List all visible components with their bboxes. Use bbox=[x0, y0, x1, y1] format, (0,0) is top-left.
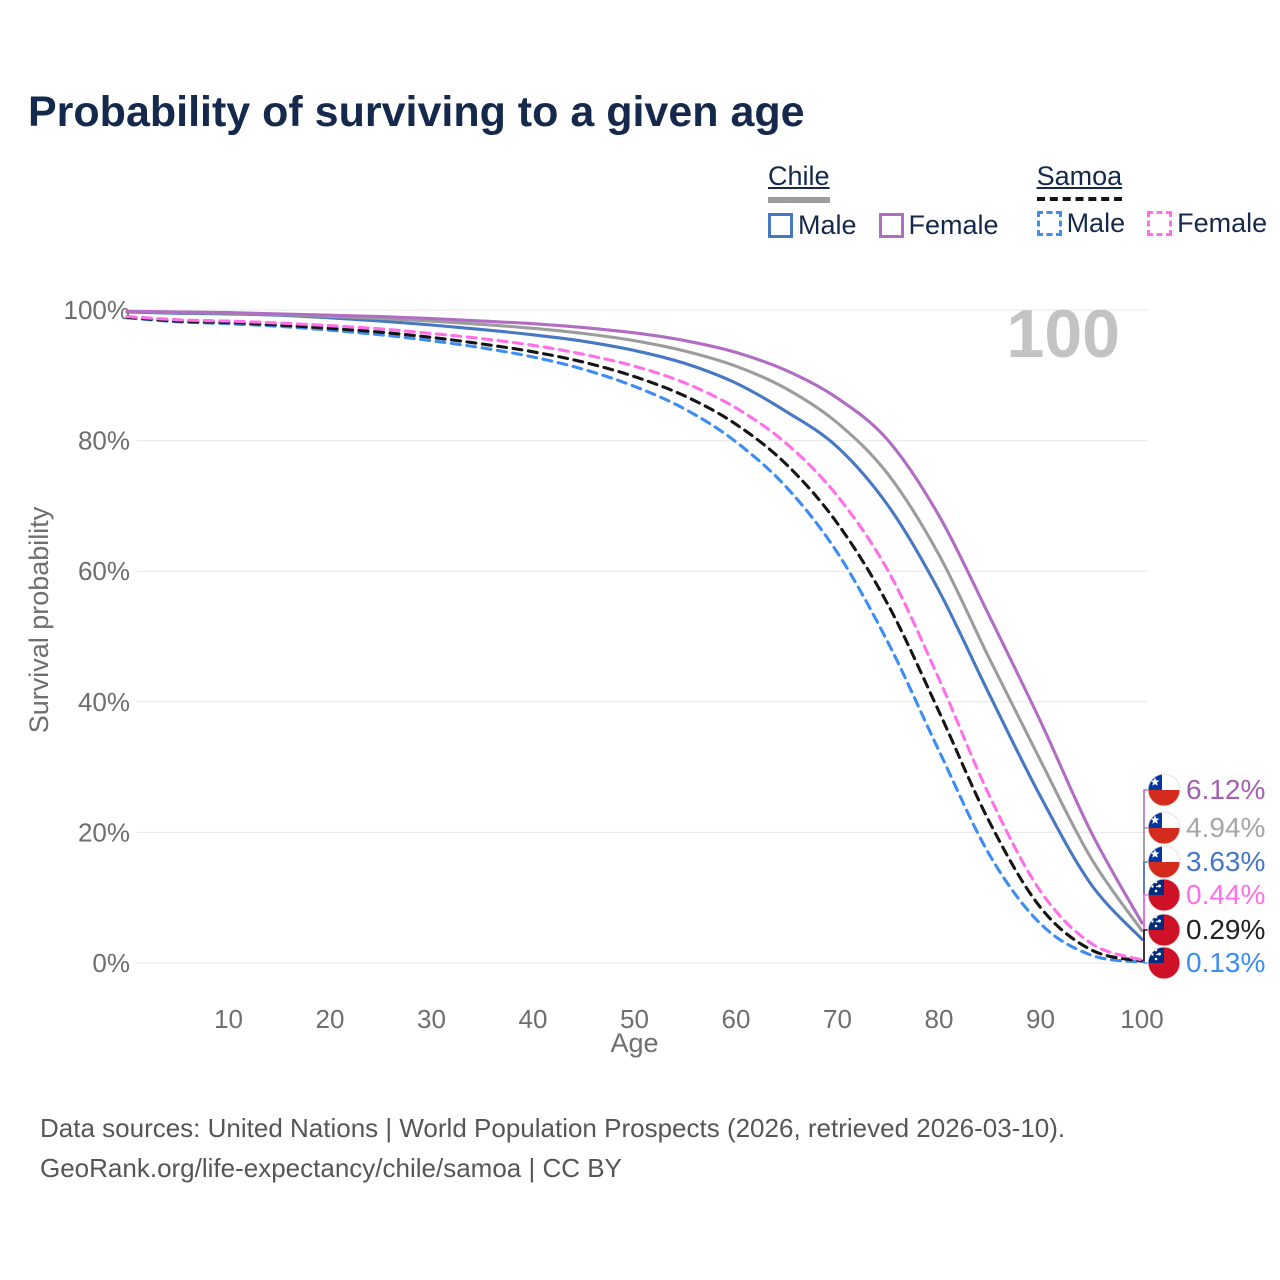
legend-item-label: Female bbox=[908, 210, 999, 240]
curve-samoa-all[interactable] bbox=[125, 315, 1144, 963]
end-connector-chile-male bbox=[1142, 861, 1148, 941]
x-tick-label-10: 10 bbox=[214, 1004, 243, 1034]
y-tick-label-60: 60% bbox=[78, 556, 130, 586]
legend: Chile Male Female Samoa Male bbox=[768, 161, 1267, 241]
end-value-label-chile-all: 4.94% bbox=[1186, 812, 1265, 843]
y-tick-label-40: 40% bbox=[78, 687, 130, 717]
footer: Data sources: United Nations | World Pop… bbox=[40, 1108, 1065, 1188]
x-tick-label-90: 90 bbox=[1026, 1004, 1055, 1034]
legend-item-chile-male[interactable]: Male bbox=[768, 210, 857, 241]
y-tick-label-80: 80% bbox=[78, 426, 130, 456]
x-tick-label-50: 50 bbox=[620, 1004, 649, 1034]
end-connector-samoa-female bbox=[1142, 894, 1148, 961]
end-value-label-chile-female: 6.12% bbox=[1186, 774, 1265, 805]
chile-flag-icon bbox=[1147, 845, 1181, 879]
legend-country-chile[interactable]: Chile bbox=[768, 161, 830, 203]
end-connector-samoa-male bbox=[1142, 961, 1148, 964]
samoa-male-swatch bbox=[1036, 211, 1062, 236]
x-tick-label-70: 70 bbox=[823, 1004, 852, 1034]
samoa-flag-icon bbox=[1147, 913, 1181, 947]
legend-item-samoa-male[interactable]: Male bbox=[1036, 208, 1126, 239]
y-tick-label-100: 100% bbox=[64, 295, 131, 325]
x-tick-label-40: 40 bbox=[519, 1004, 548, 1034]
end-connector-samoa-all bbox=[1142, 929, 1148, 962]
legend-item-samoa-female[interactable]: Female bbox=[1147, 208, 1267, 239]
y-tick-label-20: 20% bbox=[78, 817, 130, 847]
end-connector-chile-all bbox=[1142, 827, 1148, 932]
legend-group-samoa: Samoa Male Female bbox=[1036, 161, 1267, 241]
legend-item-chile-female[interactable]: Female bbox=[878, 210, 999, 241]
data-sources-line: Data sources: United Nations | World Pop… bbox=[40, 1113, 1066, 1143]
curve-chile-all[interactable] bbox=[125, 309, 1144, 933]
x-tick-label-60: 60 bbox=[722, 1004, 751, 1034]
chile-female-swatch bbox=[878, 213, 904, 238]
x-axis-title: Age bbox=[610, 1028, 658, 1058]
legend-country-samoa[interactable]: Samoa bbox=[1036, 161, 1123, 201]
end-connector-chile-female bbox=[1142, 789, 1148, 924]
samoa-female-swatch bbox=[1147, 211, 1173, 236]
chile-male-swatch bbox=[768, 213, 793, 238]
x-tick-label-30: 30 bbox=[417, 1004, 446, 1034]
age-counter-watermark: 100 bbox=[1007, 296, 1120, 372]
end-value-label-samoa-female: 0.44% bbox=[1186, 879, 1265, 910]
y-tick-label-0: 0% bbox=[92, 948, 130, 978]
y-axis-title: Survival probability bbox=[24, 506, 54, 733]
chile-flag-icon bbox=[1147, 811, 1181, 845]
end-value-label-chile-male: 3.63% bbox=[1186, 846, 1265, 877]
samoa-flag-icon bbox=[1147, 946, 1181, 980]
survival-chart: 0% 20% 40% 60% 80% 100% 10 20 30 40 50 60 70 80 90 100 A… bbox=[24, 295, 1265, 1058]
x-tick-label-100: 100 bbox=[1120, 1004, 1163, 1034]
legend-item-label: Male bbox=[798, 210, 857, 240]
end-value-label-samoa-all: 0.29% bbox=[1186, 914, 1265, 945]
legend-group-chile: Chile Male Female bbox=[768, 161, 999, 241]
x-tick-label-20: 20 bbox=[316, 1004, 345, 1034]
citation-line: GeoRank.org/life-expectancy/chile/samoa … bbox=[40, 1153, 622, 1183]
curve-samoa-female[interactable] bbox=[125, 314, 1144, 962]
chile-flag-icon bbox=[1147, 773, 1181, 807]
samoa-flag-icon bbox=[1147, 878, 1181, 912]
end-value-label-samoa-male: 0.13% bbox=[1186, 947, 1265, 978]
page-title: Probability of surviving to a given age bbox=[28, 88, 805, 136]
curve-chile-male[interactable] bbox=[125, 310, 1144, 941]
legend-item-label: Female bbox=[1177, 208, 1268, 238]
legend-item-label: Male bbox=[1066, 208, 1126, 238]
curve-samoa-male[interactable] bbox=[125, 316, 1144, 964]
x-tick-label-80: 80 bbox=[925, 1004, 954, 1034]
curve-chile-female[interactable] bbox=[125, 309, 1144, 925]
